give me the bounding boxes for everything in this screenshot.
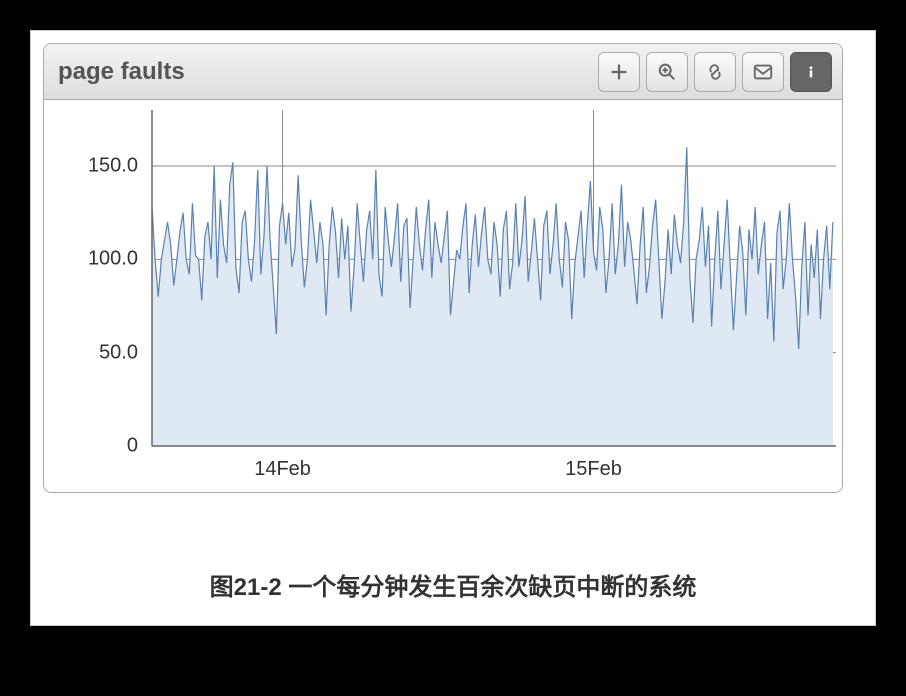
zoom-icon xyxy=(656,61,678,83)
link-button[interactable] xyxy=(694,52,736,92)
x-tick-label: 14Feb xyxy=(254,458,311,481)
y-tick-label: 100.0 xyxy=(43,248,144,271)
figure-caption: 图21-2 一个每分钟发生百余次缺页中断的系统 xyxy=(31,567,875,602)
add-button[interactable] xyxy=(598,52,640,92)
chart-area: 050.0100.0150.0 14Feb15Feb xyxy=(44,100,842,492)
plus-icon xyxy=(608,61,630,83)
page-container: page faults 050.0 xyxy=(30,30,876,626)
panel-header: page faults xyxy=(44,44,842,100)
y-tick-label: 150.0 xyxy=(43,155,144,178)
link-icon xyxy=(704,61,726,83)
zoom-button[interactable] xyxy=(646,52,688,92)
panel-title: page faults xyxy=(58,58,598,86)
y-axis-labels: 050.0100.0150.0 xyxy=(44,100,144,492)
info-icon xyxy=(800,61,822,83)
x-tick-label: 15Feb xyxy=(565,458,622,481)
chart-svg xyxy=(44,100,842,492)
x-axis-labels: 14Feb 15Feb xyxy=(44,452,842,492)
mail-icon xyxy=(752,61,774,83)
y-tick-label: 50.0 xyxy=(43,341,144,364)
panel-toolbar xyxy=(598,52,832,92)
info-button[interactable] xyxy=(790,52,832,92)
chart-panel: page faults 050.0 xyxy=(43,43,843,493)
mail-button[interactable] xyxy=(742,52,784,92)
